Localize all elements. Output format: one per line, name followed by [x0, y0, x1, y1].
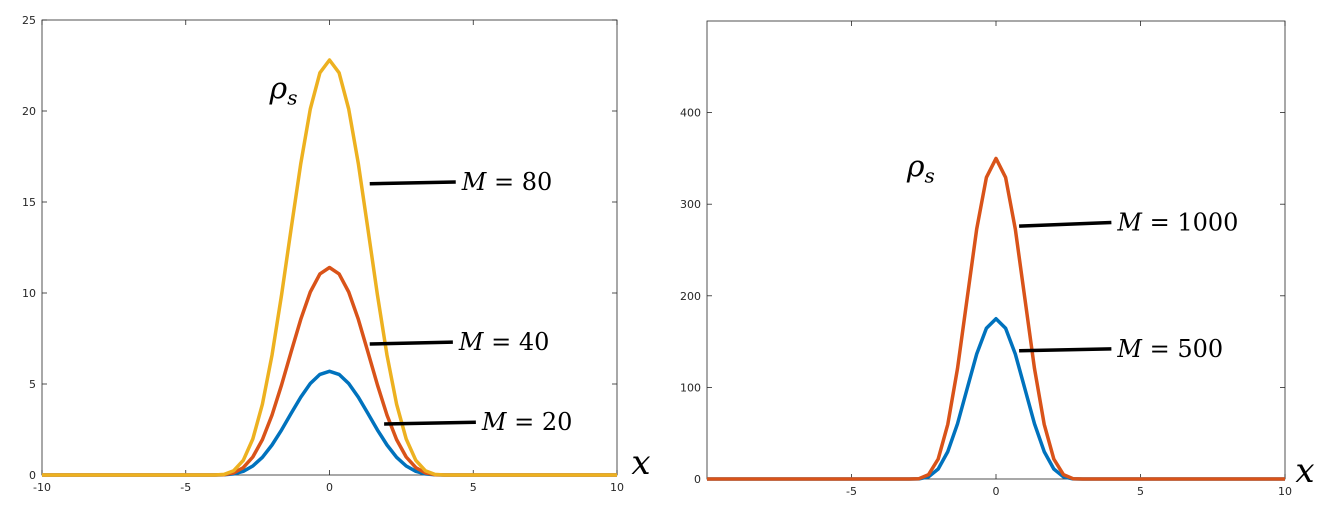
series-annotation: M = 500 [1116, 335, 1223, 363]
annotation-leader-line [369, 340, 453, 346]
y-tick-label: 400 [680, 107, 701, 120]
y-tick-label: 300 [680, 198, 701, 211]
annotation-leader-line [369, 180, 456, 186]
axes-box [41, 19, 618, 476]
x-axis-label: x [1295, 451, 1314, 491]
x-axis-label: x [631, 443, 650, 483]
series-annotation: M = 1000 [1116, 209, 1238, 237]
x-tick-label: -5 [180, 481, 191, 494]
x-tick-label: 0 [326, 481, 333, 494]
series-line [707, 156, 1285, 481]
chart-1: -10 -5 0 5 10 0 5 10 15 20 25 ρs M = 20 M = 40 M = 80 x [22, 14, 651, 494]
x-tick-label: -5 [846, 485, 857, 498]
x-tick-label: -10 [33, 481, 51, 494]
y-tick-label: 0 [694, 473, 701, 486]
y-tick-label: 200 [680, 290, 701, 303]
y-tick-label: 15 [22, 196, 36, 209]
y-tick-label: 100 [680, 381, 701, 394]
y-tick-label: 25 [22, 14, 36, 27]
annotation-leader-line [384, 420, 476, 426]
series-annotation: M = 20 [481, 408, 572, 436]
y-tick-label: 0 [29, 469, 36, 482]
series-annotation: M = 80 [461, 168, 552, 196]
rho-annotation: ρs [269, 71, 298, 109]
annotation-leader-line [1019, 220, 1112, 228]
y-tick-label: 10 [22, 287, 36, 300]
x-tick-label: 10 [610, 481, 624, 494]
y-tick-label: 20 [22, 105, 36, 118]
x-tick-label: 5 [1137, 485, 1144, 498]
rho-annotation: ρs [906, 150, 935, 188]
y-tick-label: 5 [29, 378, 36, 391]
series-annotation: M = 40 [458, 328, 549, 356]
axes-box [706, 20, 1286, 480]
annotation-leader-line [1019, 347, 1112, 353]
x-tick-label: 0 [993, 485, 1000, 498]
x-tick-label: 10 [1278, 485, 1292, 498]
x-tick-label: 5 [470, 481, 477, 494]
series-line [42, 58, 617, 477]
